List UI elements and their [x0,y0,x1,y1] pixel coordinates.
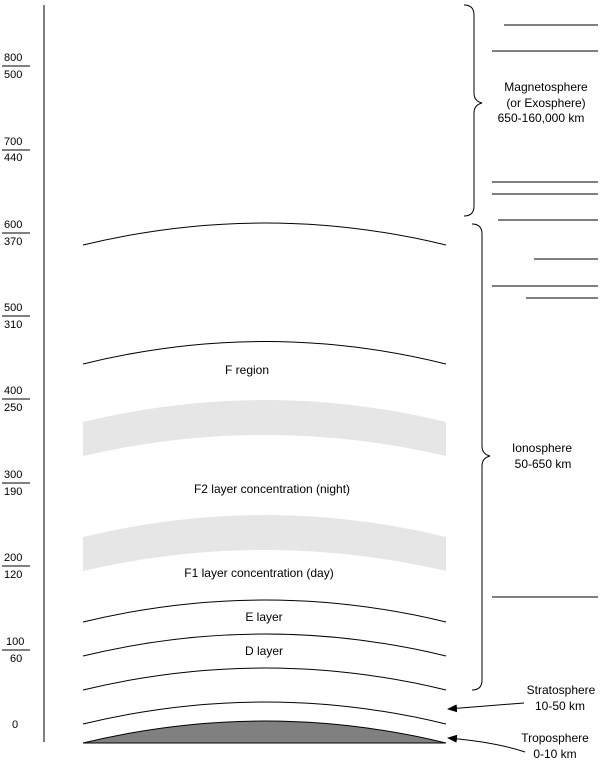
svg-text:500: 500 [4,302,22,314]
axis-tick-700: 700 440 [2,136,30,164]
stratosphere-label: Stratosphere 10-50 km [527,683,596,713]
svg-text:Troposphere: Troposphere [521,731,589,745]
f2-concentration-band [83,400,446,456]
svg-text:Magnetosphere: Magnetosphere [504,80,588,94]
arc-stratosphere-top [82,701,447,725]
axis-tick-200: 200 120 [2,552,30,581]
svg-text:0: 0 [12,719,18,731]
svg-text:440: 440 [4,152,22,164]
arc-top-600 [82,222,447,246]
f1-concentration-band [83,515,446,571]
troposphere-arrow [447,734,526,753]
troposphere-label: Troposphere 0-10 km [521,731,589,761]
arc-ionosphere-base [82,667,447,691]
d-layer-label: D layer [245,644,283,658]
svg-text:Ionosphere: Ionosphere [512,441,572,455]
magnetosphere-label: Magnetosphere (or Exosphere) 650-160,000… [498,80,588,125]
svg-text:500: 500 [4,69,22,81]
svg-text:310: 310 [4,319,22,331]
svg-text:120: 120 [4,569,22,581]
svg-text:600: 600 [4,219,22,231]
stratosphere-arrow [447,702,525,713]
svg-text:400: 400 [4,385,22,397]
svg-text:250: 250 [4,402,22,414]
svg-text:Stratosphere: Stratosphere [527,683,596,697]
svg-text:800: 800 [4,52,22,64]
ionosphere-label: Ionosphere 50-650 km [512,441,572,471]
axis-tick-500: 500 310 [2,302,30,331]
svg-text:(or Exosphere): (or Exosphere) [506,96,585,110]
svg-text:10-50 km: 10-50 km [535,699,585,713]
axis-tick-800: 800 500 [2,52,30,81]
axis-tick-100: 100 60 [2,636,30,665]
arc-e-layer-top [82,599,447,623]
svg-text:370: 370 [4,236,22,248]
axis-tick-300: 300 190 [2,469,30,498]
axis-tick-400: 400 250 [2,385,30,414]
f2-layer-label: F2 layer concentration (night) [194,482,350,496]
svg-text:200: 200 [4,552,22,564]
svg-text:0-10 km: 0-10 km [533,747,576,761]
arc-f-region-top [82,341,447,365]
svg-text:50-650 km: 50-650 km [515,457,572,471]
svg-text:100: 100 [6,636,24,648]
axis-tick-600: 600 370 [2,219,30,248]
troposphere-dome [82,720,447,744]
arc-d-layer-top [82,633,447,657]
right-side-rules [492,24,598,598]
e-layer-label: E layer [245,610,282,624]
svg-text:60: 60 [10,653,22,665]
f1-layer-label: F1 layer concentration (day) [184,566,333,580]
magnetosphere-bracket [463,4,483,217]
ionosphere-bracket [471,223,491,691]
svg-text:700: 700 [4,136,22,148]
svg-text:650-160,000 km: 650-160,000 km [498,111,585,125]
svg-text:300: 300 [4,469,22,481]
axis-tick-0: 0 [12,719,18,731]
svg-text:190: 190 [4,486,22,498]
f-region-label: F region [225,363,269,377]
